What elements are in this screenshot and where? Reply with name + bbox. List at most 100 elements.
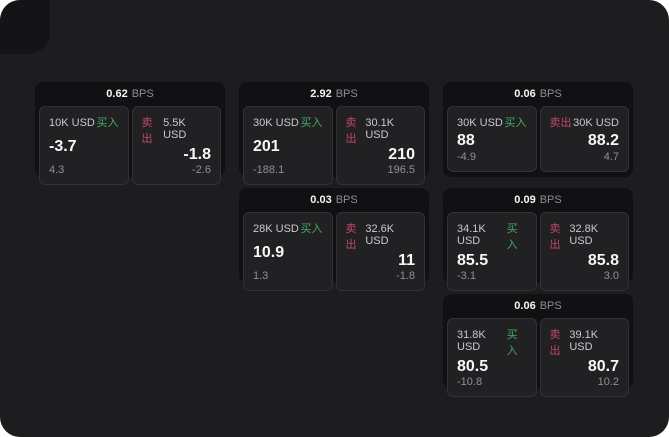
sell-price: 210	[388, 146, 415, 163]
bps-header: 0.62 BPS	[39, 82, 221, 106]
bps-value: 2.92	[310, 88, 332, 100]
buy-pane-top: 30K USD 买入	[253, 114, 323, 130]
bps-unit: BPS	[539, 88, 562, 100]
buy-pane-top: 31.8K USD 买入	[457, 326, 527, 358]
sell-label: 卖出	[345, 117, 357, 145]
sell-price: 80.7	[587, 358, 619, 375]
bps-header: 0.09 BPS	[447, 188, 629, 212]
sell-delta: -1.8	[396, 270, 415, 282]
sell-size: 39.1K USD	[569, 329, 599, 353]
buy-label: 买入	[506, 223, 518, 251]
bps-unit: BPS	[335, 194, 358, 206]
bps-value: 0.06	[514, 88, 536, 100]
buy-delta: 1.3	[253, 270, 269, 282]
quote-card: 0.62 BPS 10K USD 买入 -3.7 4.3 卖出 5.5K USD	[35, 82, 225, 185]
buy-size: 30K USD	[457, 117, 503, 129]
sell-price: 11	[398, 252, 415, 269]
bps-value: 0.06	[514, 300, 536, 312]
bps-unit: BPS	[335, 88, 358, 100]
buy-label: 买入	[506, 329, 518, 357]
bps-unit: BPS	[539, 300, 562, 312]
sell-pane[interactable]: 卖出 39.1K USD 80.7 10.2	[539, 318, 629, 397]
buy-delta: -3.1	[457, 270, 476, 282]
sell-size: 32.6K USD	[365, 223, 395, 247]
buy-size: 10K USD	[49, 117, 95, 129]
sell-pane[interactable]: 卖出 5.5K USD -1.8 -2.6	[131, 106, 221, 185]
sell-pane-top: 卖出 5.5K USD	[142, 114, 212, 146]
buy-pane-top: 28K USD 买入	[253, 220, 323, 236]
sell-price: 88.2	[587, 131, 619, 149]
quote-card: 0.09 BPS 34.1K USD 买入 85.5 -3.1 卖出 32.8K …	[443, 188, 633, 291]
sell-pane-top: 卖出 30.1K USD	[346, 114, 416, 146]
buy-pane[interactable]: 30K USD 买入 201 -188.1	[243, 106, 333, 185]
buy-pane[interactable]: 30K USD 买入 88 -4.9	[447, 106, 537, 172]
bps-unit: BPS	[131, 88, 154, 100]
sell-pane[interactable]: 卖出 30.1K USD 210 196.5	[335, 106, 425, 185]
buy-size: 28K USD	[253, 223, 299, 235]
buy-label: 买入	[300, 117, 323, 129]
buy-price: -3.7	[49, 138, 77, 155]
sell-price: 85.8	[587, 252, 619, 269]
buy-price: 201	[253, 138, 280, 155]
buy-pane-top: 10K USD 买入	[49, 114, 119, 130]
buy-delta: -4.9	[457, 151, 476, 163]
buy-size: 34.1K USD	[457, 223, 486, 247]
sell-delta: 196.5	[387, 164, 415, 176]
buy-delta: 4.3	[49, 164, 65, 176]
buy-pane-top: 30K USD 买入	[457, 114, 527, 130]
buy-delta: -188.1	[253, 164, 285, 176]
sell-size: 30K USD	[573, 117, 619, 129]
quote-panes: 30K USD 买入 88 -4.9 卖出 30K USD 88.2 4.7	[447, 106, 629, 172]
bps-value: 0.62	[106, 88, 128, 100]
buy-price: 10.9	[253, 244, 285, 261]
sell-pane-top: 卖出 39.1K USD	[550, 326, 620, 358]
sell-label: 卖出	[549, 117, 572, 129]
sell-size: 32.8K USD	[569, 223, 599, 247]
sell-label: 卖出	[345, 223, 357, 251]
quote-panes: 34.1K USD 买入 85.5 -3.1 卖出 32.8K USD 85.8…	[447, 212, 629, 291]
buy-pane[interactable]: 28K USD 买入 10.9 1.3	[243, 212, 333, 291]
corner-panel	[0, 0, 50, 54]
sell-pane-top: 卖出 32.6K USD	[346, 220, 416, 252]
bps-header: 0.03 BPS	[243, 188, 425, 212]
buy-price: 88	[457, 131, 475, 149]
buy-label: 买入	[504, 117, 527, 129]
buy-price: 85.5	[457, 252, 489, 269]
sell-delta: 3.0	[603, 270, 619, 282]
bps-unit: BPS	[539, 194, 562, 206]
buy-pane[interactable]: 31.8K USD 买入 80.5 -10.8	[447, 318, 537, 397]
buy-pane-top: 34.1K USD 买入	[457, 220, 527, 252]
quote-card: 0.06 BPS 30K USD 买入 88 -4.9 卖出 30K USD	[443, 82, 633, 177]
buy-price: 80.5	[457, 358, 489, 375]
bps-header: 0.06 BPS	[447, 82, 629, 106]
quote-panes: 31.8K USD 买入 80.5 -10.8 卖出 39.1K USD 80.…	[447, 318, 629, 397]
sell-delta: -2.6	[192, 164, 211, 176]
sell-pane[interactable]: 卖出 30K USD 88.2 4.7	[539, 106, 629, 172]
sell-label: 卖出	[549, 329, 561, 357]
bps-value: 0.03	[310, 194, 332, 206]
quote-card: 0.03 BPS 28K USD 买入 10.9 1.3 卖出 32.6K USD	[239, 188, 429, 291]
quote-grid: 0.62 BPS 10K USD 买入 -3.7 4.3 卖出 5.5K USD	[35, 82, 633, 397]
bps-value: 0.09	[514, 194, 536, 206]
buy-label: 买入	[300, 223, 323, 235]
sell-pane-top: 卖出 30K USD	[550, 114, 620, 130]
buy-size: 30K USD	[253, 117, 299, 129]
sell-label: 卖出	[549, 223, 561, 251]
sell-pane[interactable]: 卖出 32.8K USD 85.8 3.0	[539, 212, 629, 291]
sell-pane[interactable]: 卖出 32.6K USD 11 -1.8	[335, 212, 425, 291]
quote-panes: 28K USD 买入 10.9 1.3 卖出 32.6K USD 11 -1.8	[243, 212, 425, 291]
sell-price: -1.8	[183, 146, 211, 163]
sell-delta: 4.7	[603, 151, 619, 163]
quote-card: 0.06 BPS 31.8K USD 买入 80.5 -10.8 卖出 39.1K…	[443, 294, 633, 397]
buy-pane[interactable]: 10K USD 买入 -3.7 4.3	[39, 106, 129, 185]
buy-size: 31.8K USD	[457, 329, 486, 353]
buy-delta: -10.8	[457, 376, 483, 388]
quote-card: 2.92 BPS 30K USD 买入 201 -188.1 卖出 30.1K U…	[239, 82, 429, 185]
buy-pane[interactable]: 34.1K USD 买入 85.5 -3.1	[447, 212, 537, 291]
bps-header: 0.06 BPS	[447, 294, 629, 318]
bps-header: 2.92 BPS	[243, 82, 425, 106]
sell-delta: 10.2	[597, 376, 619, 388]
sell-label: 卖出	[141, 117, 153, 145]
quote-panes: 30K USD 买入 201 -188.1 卖出 30.1K USD 210 1…	[243, 106, 425, 185]
